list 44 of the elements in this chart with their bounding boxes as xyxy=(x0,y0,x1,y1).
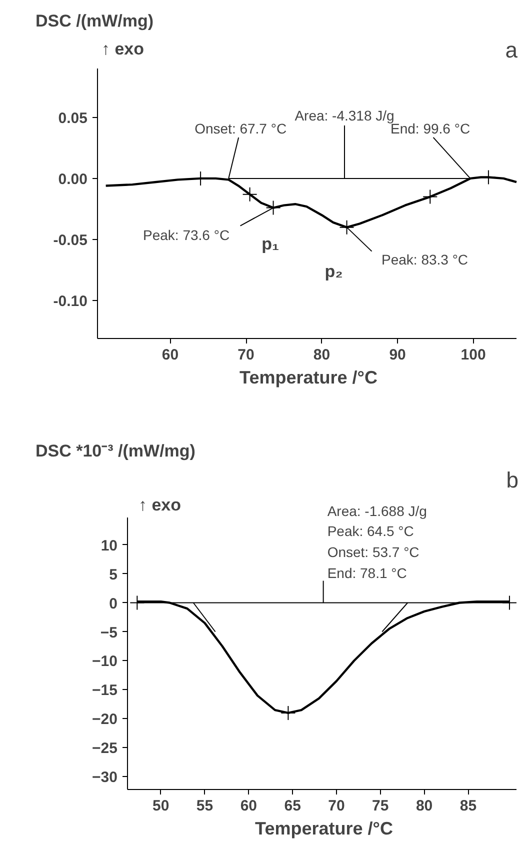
y-tick-label: 10 xyxy=(100,537,118,554)
annotation: p₁ xyxy=(262,234,279,254)
annotation: Peak: 64.5 °C xyxy=(327,522,414,539)
x-tick-label: 70 xyxy=(328,798,345,814)
annotation: Area: -4.318 J/g xyxy=(294,107,394,124)
annotation: p₂ xyxy=(324,262,343,281)
x-tick-label: 50 xyxy=(152,798,170,814)
annotation: Onset: 53.7 °C xyxy=(327,544,420,560)
text: ↑ exo xyxy=(102,40,144,58)
x-tick-label: 55 xyxy=(196,798,214,814)
x-tick-label: 80 xyxy=(416,798,433,814)
y-tick-label: −20 xyxy=(92,711,118,728)
y-tick-label: -0.05 xyxy=(53,232,88,250)
chart-title: a xyxy=(505,38,518,62)
x-tick-label: 75 xyxy=(372,798,389,814)
x-tick-label: 60 xyxy=(240,798,258,814)
y-axis-title: DSC /(mW/mg) xyxy=(36,12,154,30)
annotation: Onset: 67.7 °C xyxy=(194,120,287,136)
x-tick-label: 80 xyxy=(313,346,330,364)
annotation: Area: -1.688 J/g xyxy=(327,502,427,519)
y-tick-label: 0.05 xyxy=(58,110,88,127)
y-tick-label: −10 xyxy=(92,653,118,670)
x-tick-label: 65 xyxy=(284,798,301,814)
y-tick-label: 0 xyxy=(109,595,118,612)
y-tick-label: −5 xyxy=(100,624,118,642)
annotation: End: 78.1 °C xyxy=(327,564,407,581)
y-tick-label: 5 xyxy=(109,566,118,584)
y-tick-label: -0.10 xyxy=(53,293,88,310)
x-tick-label: 85 xyxy=(460,798,477,814)
y-axis-title: DSC *10⁻³ /(mW/mg) xyxy=(36,442,196,460)
annotation: Peak: 73.6 °C xyxy=(143,226,230,243)
text: ↑ exo xyxy=(138,496,182,514)
y-tick-label: −25 xyxy=(92,740,118,758)
x-tick-label: 90 xyxy=(389,346,406,364)
annotation: Peak: 83.3 °C xyxy=(382,251,468,268)
y-tick-label: 0.00 xyxy=(58,170,88,188)
x-tick-label: 100 xyxy=(460,346,486,364)
x-tick-label: 60 xyxy=(162,346,179,364)
y-tick-label: −30 xyxy=(92,769,118,786)
y-tick-label: −15 xyxy=(92,682,118,700)
x-axis-title: Temperature /°C xyxy=(255,818,393,838)
x-axis-title: Temperature /°C xyxy=(240,368,378,388)
chart-title: b xyxy=(506,468,519,492)
x-tick-label: 70 xyxy=(238,346,254,364)
